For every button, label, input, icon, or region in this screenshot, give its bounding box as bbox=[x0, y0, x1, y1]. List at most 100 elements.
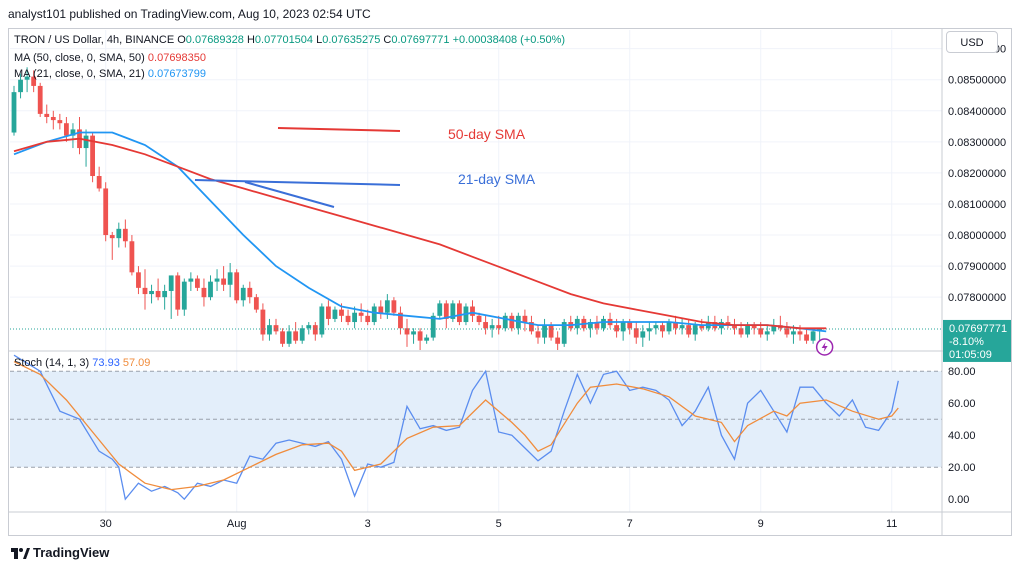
candle-body bbox=[784, 328, 790, 335]
candle-body bbox=[260, 309, 266, 335]
sma21-annotation: 21-day SMA bbox=[458, 171, 536, 187]
candle-body bbox=[411, 331, 416, 335]
candle-body bbox=[797, 331, 803, 335]
candle-body bbox=[430, 315, 436, 338]
time-tick-label: Aug bbox=[227, 518, 247, 530]
candle-body bbox=[129, 241, 135, 273]
candle-body bbox=[627, 322, 633, 329]
candle-body bbox=[345, 315, 351, 323]
candle-body bbox=[751, 325, 757, 329]
candle-body bbox=[633, 328, 639, 338]
candle-body bbox=[640, 331, 646, 338]
close-label: C bbox=[383, 34, 392, 46]
stoch-d-value: 57.09 bbox=[122, 357, 151, 369]
currency-button[interactable]: USD bbox=[946, 31, 998, 53]
candle-body bbox=[424, 337, 430, 341]
price-tick-label: 0.07800000 bbox=[948, 292, 1006, 304]
time-tick-label: 9 bbox=[758, 518, 764, 530]
candle-body bbox=[247, 287, 253, 298]
candle-body bbox=[155, 290, 161, 298]
candle-body bbox=[535, 331, 541, 338]
candle-body bbox=[352, 312, 357, 323]
candle-body bbox=[339, 309, 344, 316]
candle-body bbox=[293, 331, 299, 341]
candle-body bbox=[201, 287, 207, 298]
candle-body bbox=[594, 322, 600, 329]
candle-body bbox=[253, 297, 259, 310]
candle-body bbox=[398, 312, 403, 329]
candle-body bbox=[267, 325, 272, 335]
candle-body bbox=[116, 228, 122, 239]
candle-body bbox=[326, 306, 331, 319]
candle-body bbox=[548, 325, 554, 338]
candle-body bbox=[555, 337, 561, 344]
price-tick-label: 0.08200000 bbox=[948, 168, 1006, 180]
high-label: H bbox=[246, 34, 255, 46]
ma21-legend: MA (21, close, 0, SMA, 21) 0.07673799 bbox=[14, 68, 206, 80]
publisher-bar: analyst101 published on TradingView.com,… bbox=[0, 0, 1024, 28]
lightning-bolt-icon bbox=[821, 341, 828, 352]
candle-body bbox=[70, 129, 76, 136]
stoch-tick-label: 0.00 bbox=[948, 494, 969, 506]
price-tick-label: 0.07900000 bbox=[948, 261, 1006, 273]
sma50-marker-line bbox=[277, 127, 401, 132]
candle-body bbox=[90, 135, 95, 177]
candle-body bbox=[44, 113, 50, 117]
stoch-tick-label: 80.00 bbox=[948, 366, 976, 378]
open-value: 0.07689328 bbox=[185, 34, 244, 46]
high-value: 0.07701504 bbox=[254, 34, 314, 46]
candle-body bbox=[96, 176, 102, 189]
tradingview-logo-icon bbox=[11, 548, 30, 559]
candle-body bbox=[470, 306, 475, 316]
candle-body bbox=[195, 278, 200, 288]
tradingview-brand: TradingView bbox=[33, 545, 110, 560]
candle-body bbox=[142, 287, 148, 295]
candle-body bbox=[312, 325, 318, 335]
candle-body bbox=[561, 322, 567, 344]
sma21-marker-line bbox=[194, 179, 401, 186]
candle-body bbox=[149, 290, 154, 295]
candle-body bbox=[804, 334, 809, 341]
sma50-annotation: 50-day SMA bbox=[448, 126, 526, 142]
candle-body bbox=[542, 325, 547, 338]
candle-body bbox=[234, 272, 240, 301]
change-value: +0.00038408 (+0.50%) bbox=[452, 34, 566, 46]
candle-body bbox=[273, 325, 279, 332]
candle-body bbox=[614, 325, 619, 332]
candle-body bbox=[50, 116, 56, 121]
candle-body bbox=[384, 300, 390, 313]
candle-body bbox=[83, 135, 89, 149]
candle-body bbox=[208, 281, 213, 298]
candle-body bbox=[358, 312, 364, 316]
candle-body bbox=[168, 275, 174, 291]
candle-body bbox=[24, 76, 30, 80]
candle-body bbox=[443, 303, 449, 319]
candle-body bbox=[417, 331, 423, 341]
candle-body bbox=[286, 331, 292, 344]
candle-body bbox=[391, 300, 397, 313]
candle-body bbox=[745, 325, 750, 335]
candle-body bbox=[175, 275, 181, 310]
low-label: L bbox=[316, 34, 323, 46]
stoch-k-line bbox=[13, 354, 899, 501]
time-tick-label: 5 bbox=[496, 518, 502, 530]
stoch-tick-label: 60.00 bbox=[948, 398, 976, 410]
candle-body bbox=[162, 290, 168, 298]
candle-body bbox=[122, 228, 128, 242]
candle-body bbox=[188, 278, 194, 282]
price-tag bbox=[943, 319, 1011, 362]
price-tick-label: 0.08100000 bbox=[948, 199, 1006, 211]
symbol-name: TRON / US Dollar, 4h, BINANCE bbox=[14, 34, 175, 46]
candle-body bbox=[457, 303, 462, 323]
candle-body bbox=[686, 325, 692, 335]
candle-body bbox=[666, 322, 672, 332]
price-tag-line: 0.07697771 bbox=[949, 323, 1007, 335]
time-tick-label: 11 bbox=[886, 518, 897, 530]
low-value: 0.07635275 bbox=[322, 34, 381, 46]
candle-body bbox=[37, 85, 43, 114]
ma50-value: 0.07698350 bbox=[147, 52, 207, 64]
candle-body bbox=[31, 76, 37, 86]
candle-body bbox=[57, 120, 63, 124]
stoch-label: Stoch (14, 1, 3) bbox=[14, 357, 90, 369]
